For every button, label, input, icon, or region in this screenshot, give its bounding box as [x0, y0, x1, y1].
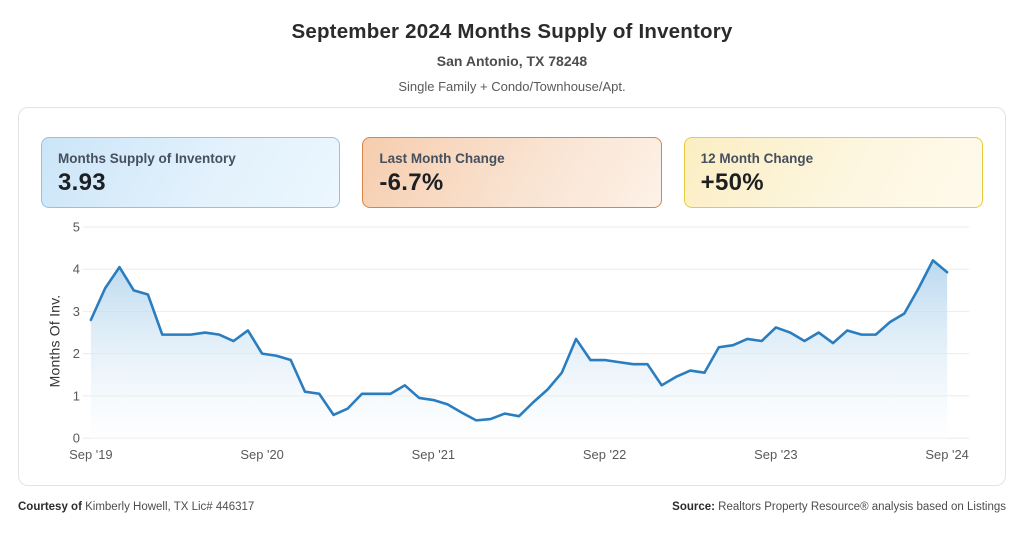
stat-cards-row: Months Supply of Inventory 3.93 Last Mon… [41, 137, 983, 208]
y-tick-label: 0 [73, 431, 80, 446]
stat-card-value: 3.93 [58, 169, 106, 196]
stat-card-label: Last Month Change [379, 151, 505, 166]
x-tick-label: Sep '23 [754, 447, 797, 462]
source-text: Realtors Property Resource® analysis bas… [714, 501, 1006, 513]
y-axis-title: Months Of Inv. [46, 294, 63, 388]
stat-card-label: Months Supply of Inventory [58, 151, 236, 166]
stat-card-value: +50% [700, 169, 764, 196]
stat-card-label: 12 Month Change [700, 151, 814, 166]
courtesy-text: Kimberly Howell, TX Lic# 446317 [81, 501, 255, 513]
report-footer: Courtesy of Kimberly Howell, TX Lic# 446… [18, 501, 1006, 513]
source-label: Source: [672, 501, 715, 513]
property-type-line: Single Family + Condo/Townhouse/Apt. [398, 79, 626, 94]
y-tick-label: 1 [73, 388, 80, 403]
report-panel: Months Supply of Inventory 3.93 Last Mon… [18, 107, 1006, 486]
stat-card-12-month-change: 12 Month Change +50% [683, 137, 983, 208]
x-tick-label: Sep '22 [583, 447, 626, 462]
stat-card-months-supply: Months Supply of Inventory 3.93 [41, 137, 341, 208]
courtesy-label: Courtesy of [18, 501, 82, 513]
x-tick-label: Sep '21 [412, 447, 455, 462]
source-line: Source: Realtors Property Resource® anal… [672, 501, 1006, 513]
inventory-line [89, 259, 949, 422]
stat-card-value: -6.7% [379, 169, 444, 196]
x-tick-label: Sep '24 [925, 447, 968, 462]
y-tick-label: 2 [73, 346, 80, 361]
y-tick-label: 4 [73, 262, 80, 277]
inventory-chart-svg: 0 1 2 3 4 5 Sep '19 Sep '20 Sep '21 Sep '22 Sep '2… [69, 219, 970, 462]
y-tick-label: 3 [73, 304, 80, 319]
inventory-chart: Months Of Inv. 0 1 2 3 4 5 Sep '19 Sep '20 Sep '… [41, 217, 983, 468]
location-subtitle: San Antonio, TX 78248 [436, 53, 588, 69]
page-title: September 2024 Months Supply of Inventor… [291, 20, 733, 43]
x-tick-label: Sep '20 [240, 447, 283, 462]
y-tick-label: 5 [73, 219, 80, 234]
report-header: September 2024 Months Supply of Inventor… [0, 0, 1024, 94]
courtesy-line: Courtesy of Kimberly Howell, TX Lic# 446… [18, 501, 254, 513]
inventory-area [90, 260, 948, 439]
stat-card-last-month-change: Last Month Change -6.7% [362, 137, 662, 208]
x-tick-label: Sep '19 [69, 447, 112, 462]
